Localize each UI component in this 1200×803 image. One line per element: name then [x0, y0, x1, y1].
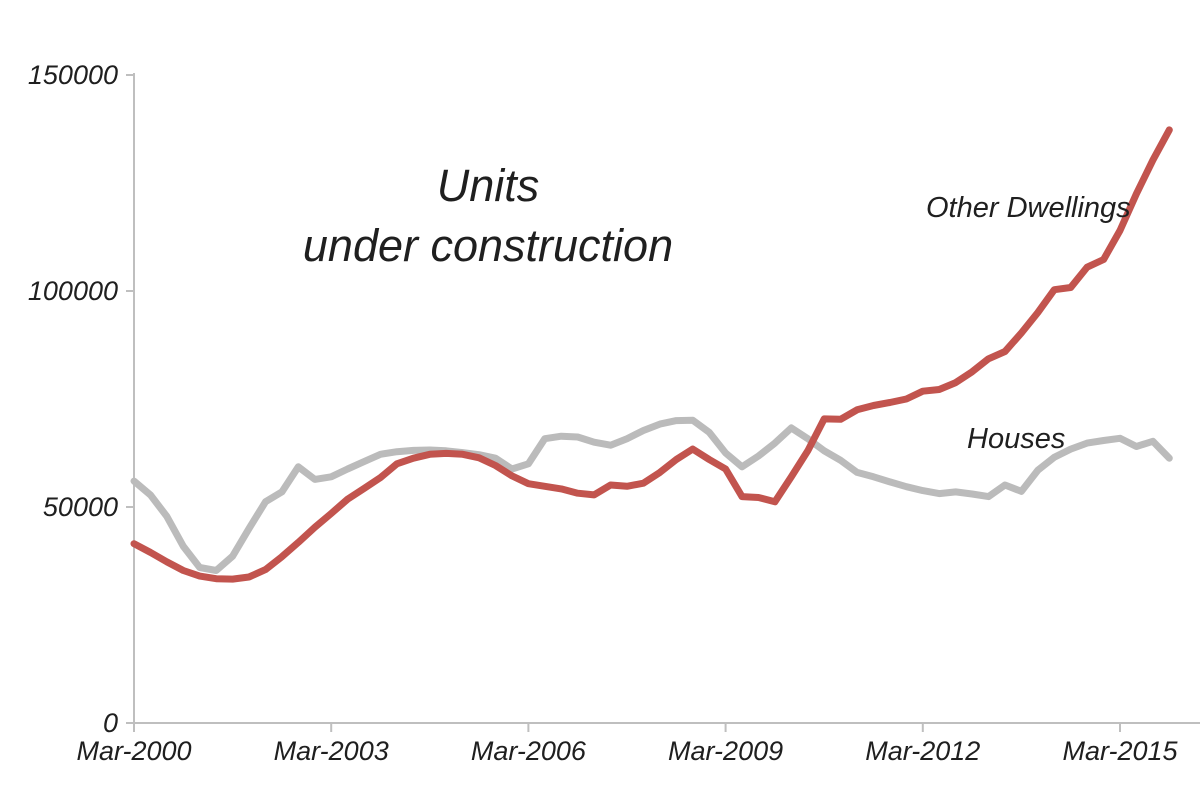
x-axis-ticks: Mar-2000 Mar-2003 Mar-2006 Mar-2009 Mar-2012…	[76, 723, 1179, 766]
series-line-other-dwellings	[130, 126, 1173, 583]
chart-title-line2: under construction	[302, 220, 674, 271]
series-line-houses	[130, 416, 1173, 574]
y-tick-label: 0	[103, 708, 118, 738]
y-tick-label: 50000	[43, 492, 118, 522]
series-label-other-dwellings: Other Dwellings	[926, 192, 1131, 224]
y-axis-ticks: 0 50000 100000 150000	[28, 60, 134, 738]
chart-title: Units under construction	[238, 156, 738, 276]
x-tick-label: Mar-2000	[76, 736, 191, 766]
x-tick-label: Mar-2012	[865, 736, 980, 766]
chart-title-line1: Units	[436, 160, 540, 211]
series-lines	[130, 126, 1173, 583]
x-tick-label: Mar-2003	[274, 736, 389, 766]
x-tick-label: Mar-2015	[1062, 736, 1178, 766]
x-tick-label: Mar-2006	[471, 736, 587, 766]
x-tick-label: Mar-2009	[668, 736, 783, 766]
series-label-houses: Houses	[967, 423, 1066, 455]
y-tick-label: 150000	[28, 60, 118, 90]
y-tick-label: 100000	[28, 276, 118, 306]
